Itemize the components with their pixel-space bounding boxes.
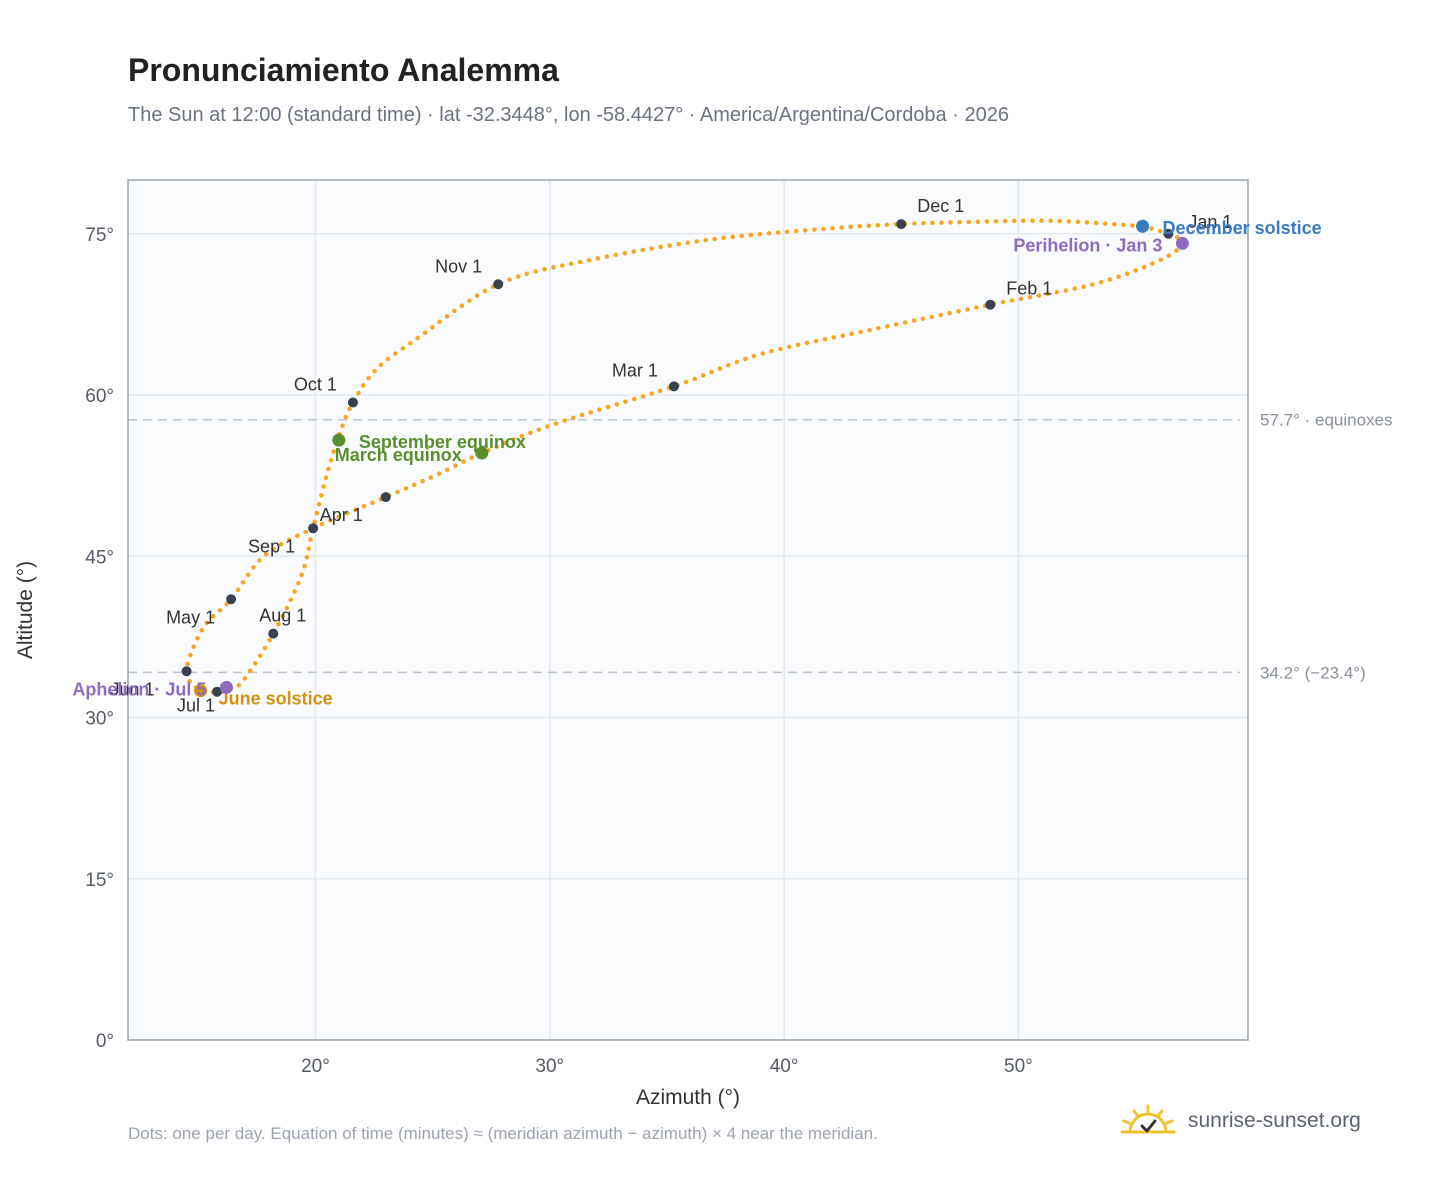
plot-background xyxy=(128,180,1248,1040)
y-axis-label: Altitude (°) xyxy=(14,561,37,659)
month-marker xyxy=(226,594,237,605)
event-label: June solstice xyxy=(219,689,333,709)
y-tick-label: 15° xyxy=(85,870,114,891)
analemma-curve xyxy=(184,218,1185,695)
x-tick-label: 50° xyxy=(1004,1056,1033,1077)
y-tick-label: 0° xyxy=(96,1031,114,1052)
month-label: Dec 1 xyxy=(917,196,964,216)
y-tick-label: 60° xyxy=(85,386,114,407)
event-marker xyxy=(1175,236,1189,250)
y-tick-label: 45° xyxy=(85,547,114,568)
event-marker xyxy=(1136,219,1150,233)
month-label: Oct 1 xyxy=(294,375,337,395)
month-label: Jul 1 xyxy=(177,696,215,716)
month-label: Nov 1 xyxy=(435,256,482,276)
event-label: Aphelion · Jul 5 xyxy=(72,679,206,699)
month-marker xyxy=(1163,228,1174,239)
page-subtitle: The Sun at 12:00 (standard time) · lat -… xyxy=(128,104,1009,126)
event-label: September equinox xyxy=(359,432,526,452)
month-label: Apr 1 xyxy=(320,505,363,525)
brand-name[interactable]: sunrise-sunset.org xyxy=(1188,1109,1361,1132)
x-tick-label: 20° xyxy=(301,1056,330,1077)
x-tick-label: 30° xyxy=(535,1056,564,1077)
brand[interactable]: sunrise-sunset.org xyxy=(1120,1104,1361,1138)
event-marker xyxy=(194,684,208,698)
month-label: Sep 1 xyxy=(248,536,295,556)
x-axis-label: Azimuth (°) xyxy=(636,1086,740,1109)
reference-line-label: 57.7° · equinoxes xyxy=(1260,411,1393,430)
month-label: Mar 1 xyxy=(612,360,658,380)
month-marker xyxy=(985,299,996,310)
event-marker xyxy=(332,433,346,447)
y-tick-label: 75° xyxy=(85,225,114,246)
plot-frame xyxy=(127,179,1249,1041)
month-label: Feb 1 xyxy=(1006,279,1052,299)
event-marker xyxy=(219,680,233,694)
month-marker xyxy=(380,492,391,503)
month-marker xyxy=(896,219,907,230)
event-label: March equinox xyxy=(335,445,462,465)
month-label: May 1 xyxy=(166,607,215,627)
page-title: Pronunciamiento Analemma xyxy=(128,52,559,88)
month-marker xyxy=(268,628,279,639)
month-marker xyxy=(347,397,358,408)
reference-line-label: 34.2° (−23.4°) xyxy=(1260,663,1366,682)
month-label: Jan 1 xyxy=(1188,212,1232,232)
month-label: Aug 1 xyxy=(259,606,306,626)
month-marker xyxy=(212,686,223,697)
month-label: Jun 1 xyxy=(111,679,155,699)
footnote: Dots: one per day. Equation of time (min… xyxy=(128,1124,878,1143)
x-tick-label: 40° xyxy=(770,1056,799,1077)
sun-logo-icon xyxy=(1120,1104,1176,1134)
month-marker xyxy=(493,279,504,290)
event-label: Perihelion · Jan 3 xyxy=(1013,235,1162,255)
y-tick-label: 30° xyxy=(85,709,114,730)
event-label: December solstice xyxy=(1163,218,1322,238)
event-marker xyxy=(475,446,489,460)
month-marker xyxy=(668,381,679,392)
month-marker xyxy=(181,666,192,677)
month-marker xyxy=(308,523,319,534)
